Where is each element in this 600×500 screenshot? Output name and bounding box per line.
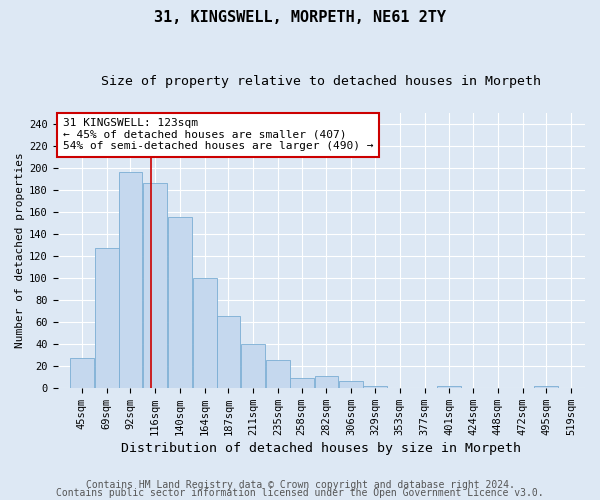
Bar (217, 316, 241, 388)
Bar (290, 378, 314, 388)
Bar (119, 172, 142, 388)
Y-axis label: Number of detached properties: Number of detached properties (15, 152, 25, 348)
Bar (241, 344, 265, 388)
Bar (363, 386, 387, 388)
Bar (340, 381, 363, 388)
Bar (95, 248, 119, 388)
Text: 31, KINGSWELL, MORPETH, NE61 2TY: 31, KINGSWELL, MORPETH, NE61 2TY (154, 10, 446, 25)
Text: Contains public sector information licensed under the Open Government Licence v3: Contains public sector information licen… (56, 488, 544, 498)
Bar (314, 376, 338, 388)
Bar (70, 358, 94, 388)
Title: Size of property relative to detached houses in Morpeth: Size of property relative to detached ho… (101, 75, 541, 88)
Text: 31 KINGSWELL: 123sqm
← 45% of detached houses are smaller (407)
54% of semi-deta: 31 KINGSWELL: 123sqm ← 45% of detached h… (63, 118, 373, 152)
Bar (193, 278, 217, 388)
Bar (437, 386, 461, 388)
X-axis label: Distribution of detached houses by size in Morpeth: Distribution of detached houses by size … (121, 442, 521, 455)
Bar (535, 386, 558, 388)
Bar (168, 218, 192, 388)
Text: Contains HM Land Registry data © Crown copyright and database right 2024.: Contains HM Land Registry data © Crown c… (86, 480, 514, 490)
Bar (266, 360, 290, 388)
Bar (143, 183, 167, 388)
